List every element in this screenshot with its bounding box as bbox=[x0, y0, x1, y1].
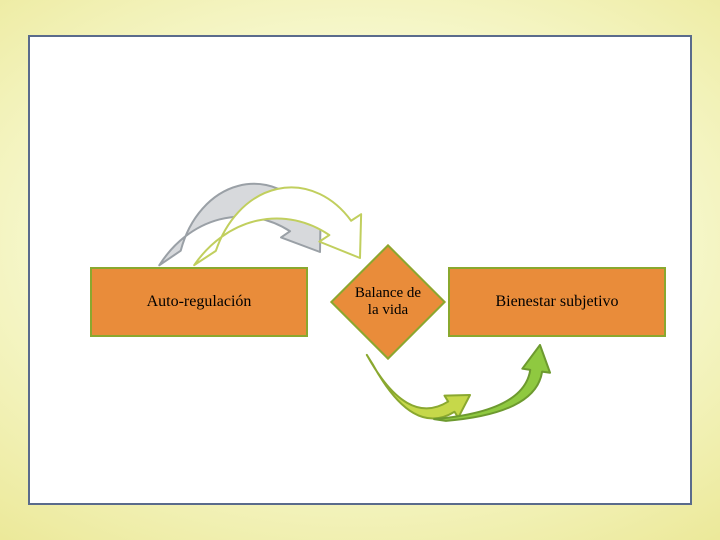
node-bienestar-subjetivo: Bienestar subjetivo bbox=[448, 267, 666, 337]
node-auto-regulacion: Auto-regulación bbox=[90, 267, 308, 337]
node-balance-vida: Balance de la vida bbox=[330, 244, 446, 360]
node-auto-regulacion-label: Auto-regulación bbox=[147, 292, 252, 311]
slide-canvas: Auto-regulación Bienestar subjetivo Balanc… bbox=[0, 0, 720, 540]
node-balance-vida-label: Balance de la vida bbox=[349, 285, 427, 320]
node-bienestar-subjetivo-label: Bienestar subjetivo bbox=[495, 292, 618, 311]
